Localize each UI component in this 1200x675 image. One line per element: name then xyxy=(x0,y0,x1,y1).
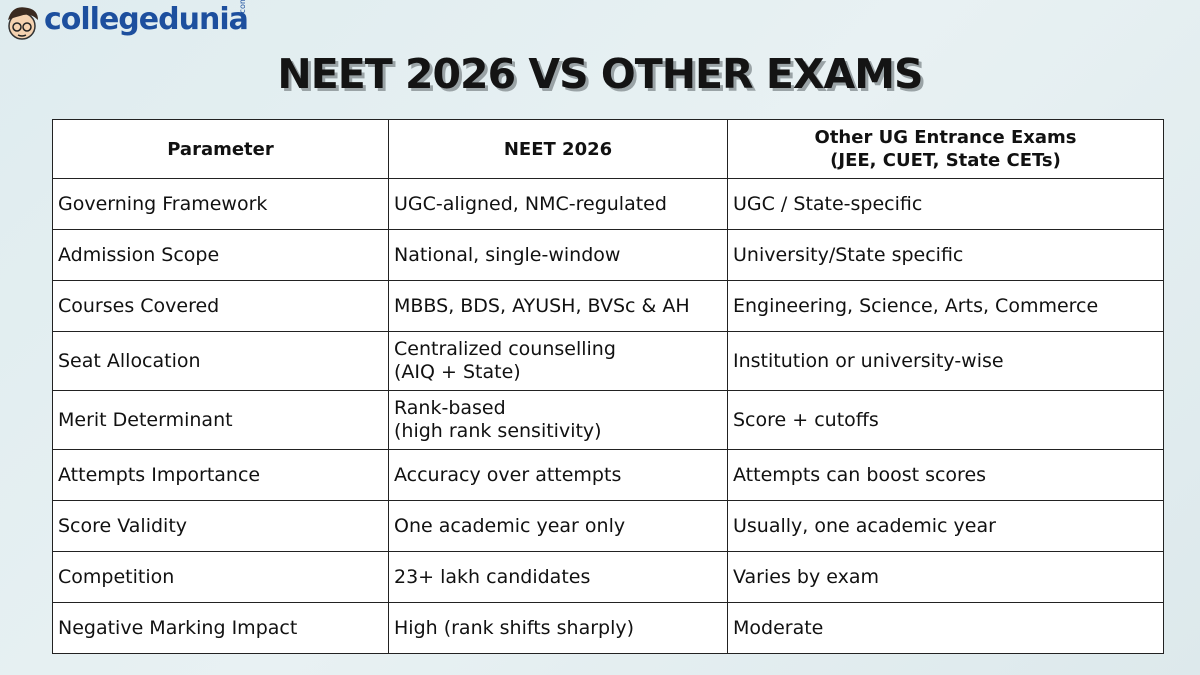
header-cell: Parameter xyxy=(52,119,389,179)
cell-line: Courses Covered xyxy=(58,294,220,317)
table-cell: Competition xyxy=(52,551,389,603)
table-cell: Score Validity xyxy=(52,500,389,552)
cell-line: Varies by exam xyxy=(733,565,879,588)
cell-line: Attempts can boost scores xyxy=(733,463,987,486)
cell-line: Seat Allocation xyxy=(58,349,201,372)
cell-line: Usually, one academic year xyxy=(733,514,996,537)
table-row: Merit Determinant Rank-based (high rank se… xyxy=(52,390,1164,450)
cell-line: Moderate xyxy=(733,616,824,639)
table-cell: Usually, one academic year xyxy=(727,500,1164,552)
cell-line: Attempts Importance xyxy=(58,463,261,486)
table-cell: UGC-aligned, NMC-regulated xyxy=(388,178,728,230)
table-row: Competition 23+ lakh candidates Varies by … xyxy=(52,551,1164,603)
table-cell: Moderate xyxy=(727,602,1164,654)
table-cell: Governing Framework xyxy=(52,178,389,230)
table-cell: Attempts can boost scores xyxy=(727,449,1164,501)
header-cell: NEET 2026 xyxy=(388,119,728,179)
table-cell: Negative Marking Impact xyxy=(52,602,389,654)
cell-line: 23+ lakh candidates xyxy=(394,565,591,588)
cell-line: UGC-aligned, NMC-regulated xyxy=(394,192,667,215)
cell-line: UGC / State-specific xyxy=(733,192,923,215)
cell-line: Score Validity xyxy=(58,514,188,537)
cell-line: Negative Marking Impact xyxy=(58,616,298,639)
table-row: Negative Marking Impact High (rank shifts… xyxy=(52,602,1164,654)
table-row: Governing Framework UGC-aligned, NMC-regu… xyxy=(52,178,1164,230)
cell-line: National, single-window xyxy=(394,243,621,266)
title: NEET 2026 VS OTHER EXAMS xyxy=(277,50,923,98)
table-cell: Seat Allocation xyxy=(52,331,389,391)
table-cell: UGC / State-specific xyxy=(727,178,1164,230)
cell-line: Competition xyxy=(58,565,175,588)
table-cell: Merit Determinant xyxy=(52,390,389,450)
table-cell: Attempts Importance xyxy=(52,449,389,501)
comparison-table: Parameter NEET 2026 Other UG Entrance Exam… xyxy=(52,119,1164,654)
table-cell: Centralized counselling (AIQ + State) xyxy=(388,331,728,391)
cell-line: University/State specific xyxy=(733,243,964,266)
table-cell: Admission Scope xyxy=(52,229,389,281)
table-cell: Rank-based (high rank sensitivity) xyxy=(388,390,728,450)
cell-line: One academic year only xyxy=(394,514,626,537)
table-cell: High (rank shifts sharply) xyxy=(388,602,728,654)
cell-line: Centralized counselling xyxy=(394,338,616,360)
table-row: Courses Covered MBBS, BDS, AYUSH, BVSc & … xyxy=(52,280,1164,332)
table-row: Attempts Importance Accuracy over attempt… xyxy=(52,449,1164,501)
table-cell: 23+ lakh candidates xyxy=(388,551,728,603)
logo-suffix: .com xyxy=(238,0,247,16)
table-row: Admission Scope National, single-window Un… xyxy=(52,229,1164,281)
cell-line: Institution or university-wise xyxy=(733,349,1004,372)
cell-line: (JEE, CUET, State CETs) xyxy=(830,150,1061,171)
cell-line: Governing Framework xyxy=(58,192,268,215)
table-cell: Varies by exam xyxy=(727,551,1164,603)
table-cell: Engineering, Science, Arts, Commerce xyxy=(727,280,1164,332)
cell-line: Merit Determinant xyxy=(58,408,233,431)
cell-line: NEET 2026 xyxy=(503,138,613,160)
table-cell: Institution or university-wise xyxy=(727,331,1164,391)
cell-line: Rank-based xyxy=(394,397,506,419)
table-row: Seat Allocation Centralized counselling (A… xyxy=(52,331,1164,391)
cell-line: Score + cutoffs xyxy=(733,408,879,431)
table-cell: National, single-window xyxy=(388,229,728,281)
table-row: Score Validity One academic year only Usua… xyxy=(52,500,1164,552)
table-cell: Accuracy over attempts xyxy=(388,449,728,501)
cell-line: MBBS, BDS, AYUSH, BVSc & AH xyxy=(394,294,690,317)
logo-name: collegedunia xyxy=(44,2,249,37)
table-cell: University/State specific xyxy=(727,229,1164,281)
table-cell: MBBS, BDS, AYUSH, BVSc & AH xyxy=(388,280,728,332)
cell-line: High (rank shifts sharply) xyxy=(394,616,635,639)
cell-line: Admission Scope xyxy=(58,243,220,266)
cell-line: (high rank sensitivity) xyxy=(394,420,602,442)
cell-line: (AIQ + State) xyxy=(394,361,521,383)
table-cell: One academic year only xyxy=(388,500,728,552)
table-cell: Courses Covered xyxy=(52,280,389,332)
cell-line: Accuracy over attempts xyxy=(394,463,622,486)
cell-line: Engineering, Science, Arts, Commerce xyxy=(733,294,1099,317)
header-cell: Other UG Entrance Exams (JEE, CUET, State… xyxy=(727,119,1164,179)
table-cell: Score + cutoffs xyxy=(727,390,1164,450)
cell-line: Other UG Entrance Exams xyxy=(814,127,1077,148)
cell-line: Parameter xyxy=(167,138,274,160)
logo-icon xyxy=(8,7,38,40)
header-row: Parameter NEET 2026 Other UG Entrance Exam… xyxy=(52,119,1164,179)
